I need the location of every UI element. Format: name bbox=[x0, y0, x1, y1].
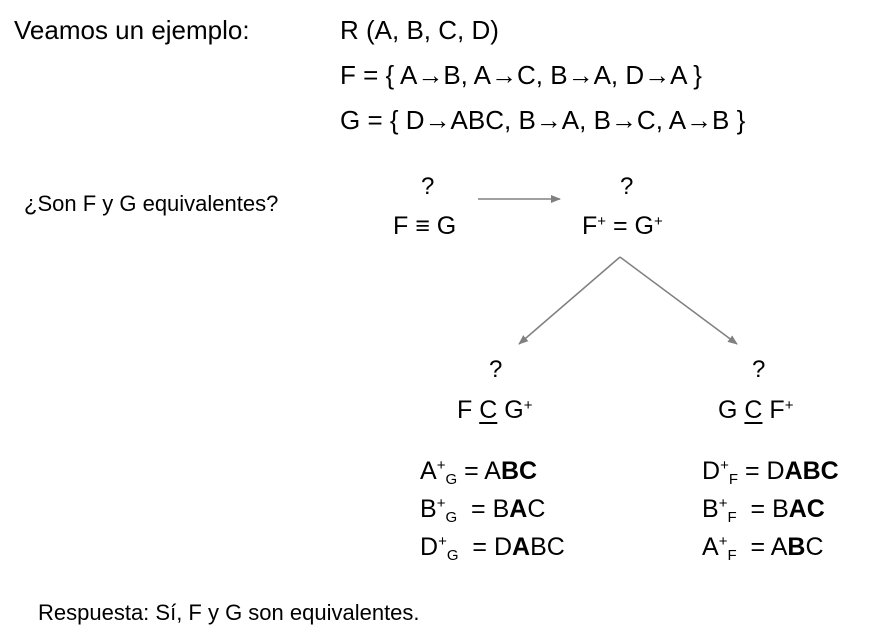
answer-text: Respuesta: Sí, F y G son equivalentes. bbox=[38, 600, 420, 625]
arrow-to-right-branch bbox=[619, 256, 738, 345]
right-subset-symbol: C bbox=[744, 396, 763, 424]
right-closure-line: A+F = ABC bbox=[702, 533, 824, 564]
top-left-equivalence: F ≡ G bbox=[393, 212, 457, 240]
left-branch-question-mark: ? bbox=[489, 356, 503, 383]
intro-label: Veamos un ejemplo: bbox=[14, 15, 250, 45]
arrow-to-left-branch bbox=[518, 256, 621, 345]
left-closure-line: D+G = DABC bbox=[420, 533, 565, 564]
right-closures-list: D+F = DABC B+F = BAC A+F = ABC bbox=[702, 452, 839, 566]
right-subset-rhs: F bbox=[762, 396, 785, 424]
left-subset-plus: + bbox=[523, 397, 533, 414]
top-left-question-mark: ? bbox=[421, 173, 435, 200]
right-subset-plus: + bbox=[784, 397, 794, 414]
dependency-set-g: G = { D→ABC, B→A, B→C, A→B } bbox=[340, 105, 746, 135]
dependency-set-f: F = { A→B, A→C, B→A, D→A } bbox=[340, 60, 702, 90]
left-closures-list: A+G = ABC B+G = BAC D+G = DABC bbox=[420, 452, 565, 566]
relation-schema: R (A, B, C, D) bbox=[340, 15, 499, 45]
left-subset-rhs: G bbox=[497, 396, 524, 424]
right-closure-line: B+F = BAC bbox=[702, 495, 825, 526]
left-closure-line: A+G = ABC bbox=[420, 457, 538, 488]
left-branch-subset: F C G+ bbox=[457, 398, 532, 423]
top-right-closure-equality: F+ = G+ bbox=[582, 214, 663, 239]
question-text: ¿Son F y G equivalentes? bbox=[24, 191, 279, 216]
equals-g: = G bbox=[606, 212, 654, 240]
right-branch-subset: G C F+ bbox=[718, 398, 793, 423]
closure-plus-g: + bbox=[653, 213, 663, 230]
closure-plus-f: + bbox=[597, 213, 607, 230]
top-right-question-mark: ? bbox=[620, 173, 634, 200]
right-subset-lhs: G bbox=[718, 396, 745, 424]
right-branch-question-mark: ? bbox=[752, 356, 766, 383]
closure-base-f: F bbox=[582, 212, 598, 240]
right-closure-line: D+F = DABC bbox=[702, 457, 839, 488]
left-subset-lhs: F bbox=[457, 396, 480, 424]
left-closure-line: B+G = BAC bbox=[420, 495, 546, 526]
left-subset-symbol: C bbox=[479, 396, 498, 424]
